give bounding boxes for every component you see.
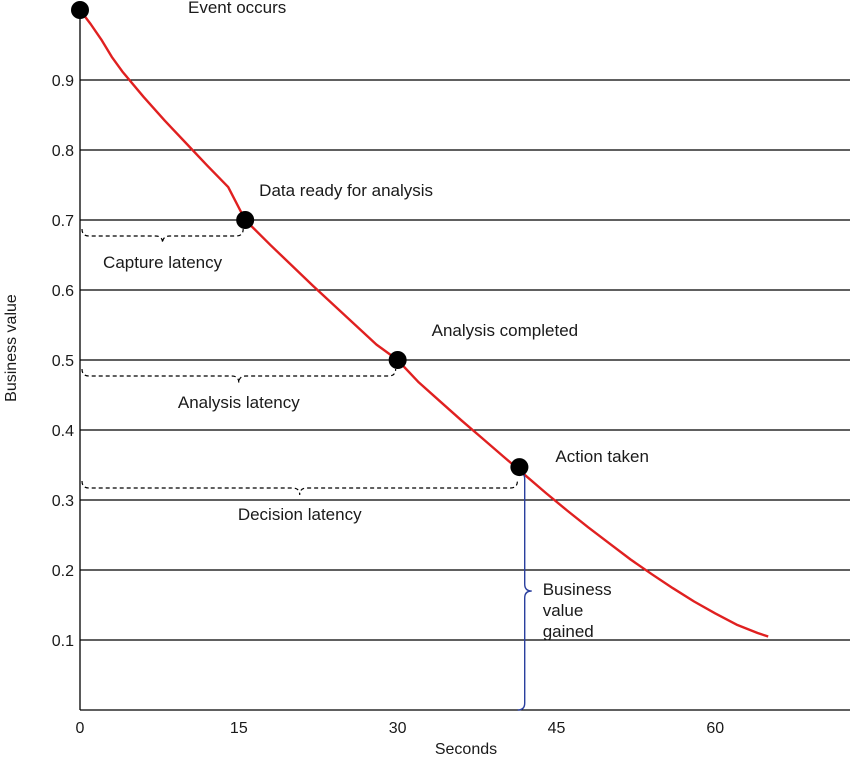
y-tick-label: 0.2 [52, 563, 74, 580]
value-gained-label: value [543, 601, 584, 620]
event-label: Data ready for analysis [259, 181, 433, 200]
y-tick-label: 0.4 [52, 423, 74, 440]
event-label: Analysis completed [432, 321, 578, 340]
event-label: Event occurs [188, 0, 286, 17]
y-tick-label: 0.1 [52, 633, 74, 650]
y-tick-label: 0.3 [52, 493, 74, 510]
event-point [71, 1, 89, 19]
latency-brace [81, 228, 244, 244]
y-axis-title: Business value [3, 294, 20, 402]
latency-brackets: Capture latency Analysis latency Decision … [81, 228, 519, 524]
axes [79, 10, 850, 711]
latency-label: Decision latency [238, 505, 362, 524]
y-tick-label: 0.5 [52, 353, 74, 370]
y-tick-labels: 0.1 0.2 0.3 0.4 0.5 0.6 0.7 0.8 0.9 [52, 73, 74, 650]
x-tick-label: 60 [706, 720, 724, 737]
value-gained-bracket: Business value gained [517, 471, 612, 711]
latency-label: Analysis latency [178, 393, 300, 412]
value-curve [79, 9, 769, 638]
series-line [79, 9, 769, 638]
event-label: Action taken [555, 447, 649, 466]
y-tick-label: 0.9 [52, 73, 74, 90]
latency-brace [81, 368, 397, 384]
y-tick-label: 0.6 [52, 283, 74, 300]
x-tick-label: 0 [76, 720, 85, 737]
event-point [388, 351, 407, 369]
event-point [236, 211, 255, 229]
value-gained-brace [517, 471, 532, 711]
event-markers: Event occurs Data ready for analysis Analy… [71, 0, 649, 477]
x-tick-label: 30 [389, 720, 407, 737]
value-gained-label: gained [543, 622, 594, 641]
value-gained-label: Business [543, 580, 612, 599]
y-tick-label: 0.8 [52, 143, 74, 160]
x-axis-title: Seconds [435, 741, 497, 758]
y-tick-label: 0.7 [52, 213, 74, 230]
event-point [510, 458, 529, 477]
x-tick-label: 45 [548, 720, 566, 737]
latency-brace [81, 480, 519, 496]
x-tick-label: 15 [230, 720, 248, 737]
grid-lines [80, 79, 850, 641]
latency-label: Capture latency [103, 253, 223, 272]
x-tick-labels: 0 15 30 45 60 [76, 720, 725, 737]
